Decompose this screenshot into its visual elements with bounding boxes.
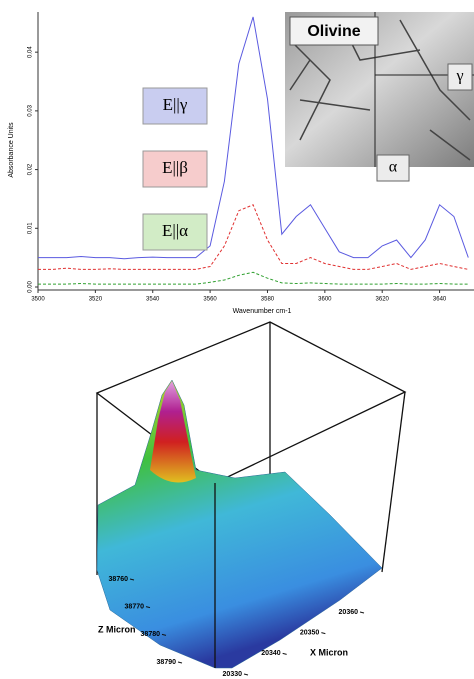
y-tick-label: 0.00	[28, 281, 34, 293]
z-tick-label: 38760	[109, 576, 129, 583]
series-line	[38, 205, 468, 270]
z-tick-label: 38780	[141, 631, 161, 638]
series-line	[38, 272, 468, 284]
x-axis-label: X Micron	[310, 647, 348, 657]
x-tick-label: 3620	[376, 297, 390, 303]
y-tick-label: 0.03	[28, 104, 34, 116]
x-tick	[244, 674, 248, 675]
inset-label: α	[389, 159, 398, 176]
z-axis-label: Z Micron	[98, 624, 136, 634]
z-tick-label: 38770	[125, 604, 145, 611]
legend-label: E||α	[162, 221, 188, 240]
y-axis-label: Absorbance Units	[8, 122, 15, 178]
z-tick	[178, 662, 182, 663]
x-axis-label: Wavenumber cm-1	[233, 308, 292, 315]
y-tick-label: 0.01	[28, 222, 34, 234]
inset-label: γ	[455, 68, 463, 85]
legend-label: E||γ	[163, 95, 188, 114]
x-tick-label: 3640	[433, 297, 447, 303]
figure: Olivine γ α Absorbance Units Wavenumber …	[0, 0, 474, 679]
x-tick	[360, 612, 364, 613]
x-tick-label: 3580	[261, 297, 275, 303]
inset: Olivine γ α	[285, 12, 474, 181]
x-tick-label: 20360	[339, 609, 359, 616]
x-tick-label: 3560	[203, 297, 217, 303]
x-tick-label: 3540	[146, 297, 160, 303]
x-tick-label: 3600	[318, 297, 332, 303]
x-tick-label: 20340	[261, 650, 281, 657]
x-tick-label: 3520	[89, 297, 103, 303]
x-tick	[283, 653, 287, 654]
x-tick-label: 20350	[300, 630, 320, 637]
z-tick-label: 38790	[157, 659, 177, 666]
inset-title: Olivine	[307, 23, 360, 40]
legend-label: E||β	[162, 158, 188, 177]
x-tick-label: 20330	[223, 671, 243, 678]
x-tick-label: 3500	[31, 297, 45, 303]
x-tick	[321, 633, 325, 634]
y-tick-label: 0.02	[28, 163, 34, 175]
cube-edge	[382, 392, 405, 572]
y-tick-label: 0.04	[28, 46, 34, 58]
